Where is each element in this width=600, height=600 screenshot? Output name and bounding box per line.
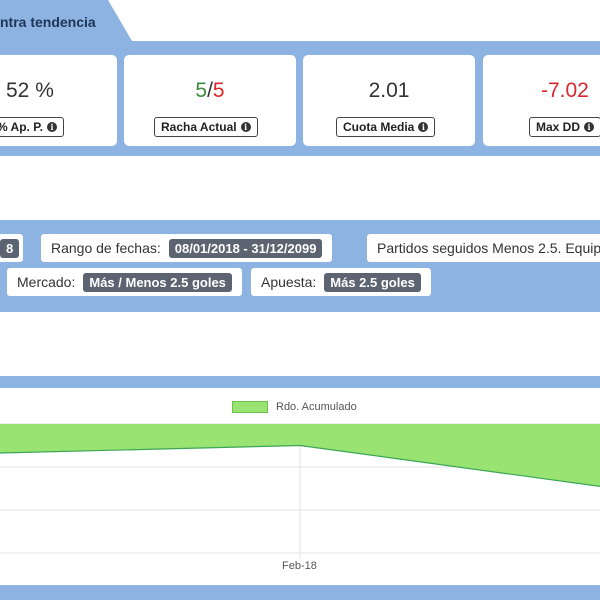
market-badge: Más / Menos 2.5 goles <box>83 272 232 292</box>
streak-separator: / <box>207 79 213 102</box>
stat-value-avg-odds: 2.01 <box>368 79 410 102</box>
filter-chip-market[interactable]: Mercado: Más / Menos 2.5 goles <box>7 268 242 296</box>
filters-panel: 8 Rango de fechas: 08/01/2018 - 31/12/20… <box>0 220 600 312</box>
streak-losses: 5 <box>212 79 225 102</box>
bet-label: Apuesta: <box>261 274 317 290</box>
chart-legend[interactable]: Rdo. Acumulado <box>232 401 357 413</box>
tab-label: ntra tendencia <box>0 14 96 30</box>
chart-top-strip <box>0 376 600 388</box>
stat-value-streak: 5/5 <box>124 79 296 103</box>
count-badge: 8 <box>0 238 20 258</box>
streak-wins: 5 <box>195 79 208 102</box>
stat-label-avg-odds[interactable]: Cuota Media i <box>336 117 436 137</box>
legend-swatch <box>232 401 268 413</box>
chart-bottom-strip <box>0 585 600 600</box>
chart-svg <box>0 423 600 559</box>
info-icon[interactable]: i <box>240 122 251 132</box>
stats-panel: 52 % % Ap. P. i 5/5 Racha Actual i 2.01 … <box>0 49 600 156</box>
stat-card-max-dd: -7.02 Max DD i <box>483 55 600 146</box>
legend-label: Rdo. Acumulado <box>276 401 357 413</box>
stat-label-streak[interactable]: Racha Actual i <box>154 117 258 137</box>
stat-value-hit-rate: 52 % <box>6 79 54 102</box>
stat-label-text: Racha Actual <box>161 120 237 134</box>
filter-chip-date-range[interactable]: Rango de fechas: 08/01/2018 - 31/12/2099 <box>41 234 333 262</box>
strategy-text: Partidos seguidos Menos 2.5. Equipo <box>377 240 600 256</box>
date-range-badge: 08/01/2018 - 31/12/2099 <box>168 238 323 258</box>
info-icon[interactable]: i <box>584 122 595 132</box>
stat-label-text: Cuota Media <box>343 120 415 134</box>
stat-card-hit-rate: 52 % % Ap. P. i <box>0 55 117 146</box>
filter-chip-bet[interactable]: Apuesta: Más 2.5 goles <box>251 268 431 296</box>
series-area <box>0 424 600 487</box>
filter-chip-count[interactable]: 8 <box>0 234 24 262</box>
chart-panel: Rdo. Acumulado Feb-18 <box>0 388 600 585</box>
stat-label-max-dd[interactable]: Max DD i <box>529 117 600 137</box>
x-tick-label: Feb-18 <box>282 560 317 572</box>
info-icon[interactable]: i <box>47 122 58 132</box>
stat-label-text: % Ap. P. <box>0 120 44 134</box>
filter-chip-strategy[interactable]: Partidos seguidos Menos 2.5. Equipo <box>367 234 600 262</box>
info-icon[interactable]: i <box>418 122 429 132</box>
stat-card-streak: 5/5 Racha Actual i <box>124 55 296 146</box>
bet-badge: Más 2.5 goles <box>324 272 421 292</box>
stat-value-max-dd: -7.02 <box>541 79 589 102</box>
date-range-label: Rango de fechas: <box>51 240 161 256</box>
market-label: Mercado: <box>17 274 76 290</box>
tab-strip <box>0 41 600 49</box>
stat-card-avg-odds: 2.01 Cuota Media i <box>303 55 475 146</box>
stat-label-text: Max DD <box>536 120 581 134</box>
tab-shape <box>0 0 132 41</box>
section-tab[interactable]: ntra tendencia <box>0 0 132 41</box>
stat-label-hit-rate[interactable]: % Ap. P. i <box>0 117 65 137</box>
